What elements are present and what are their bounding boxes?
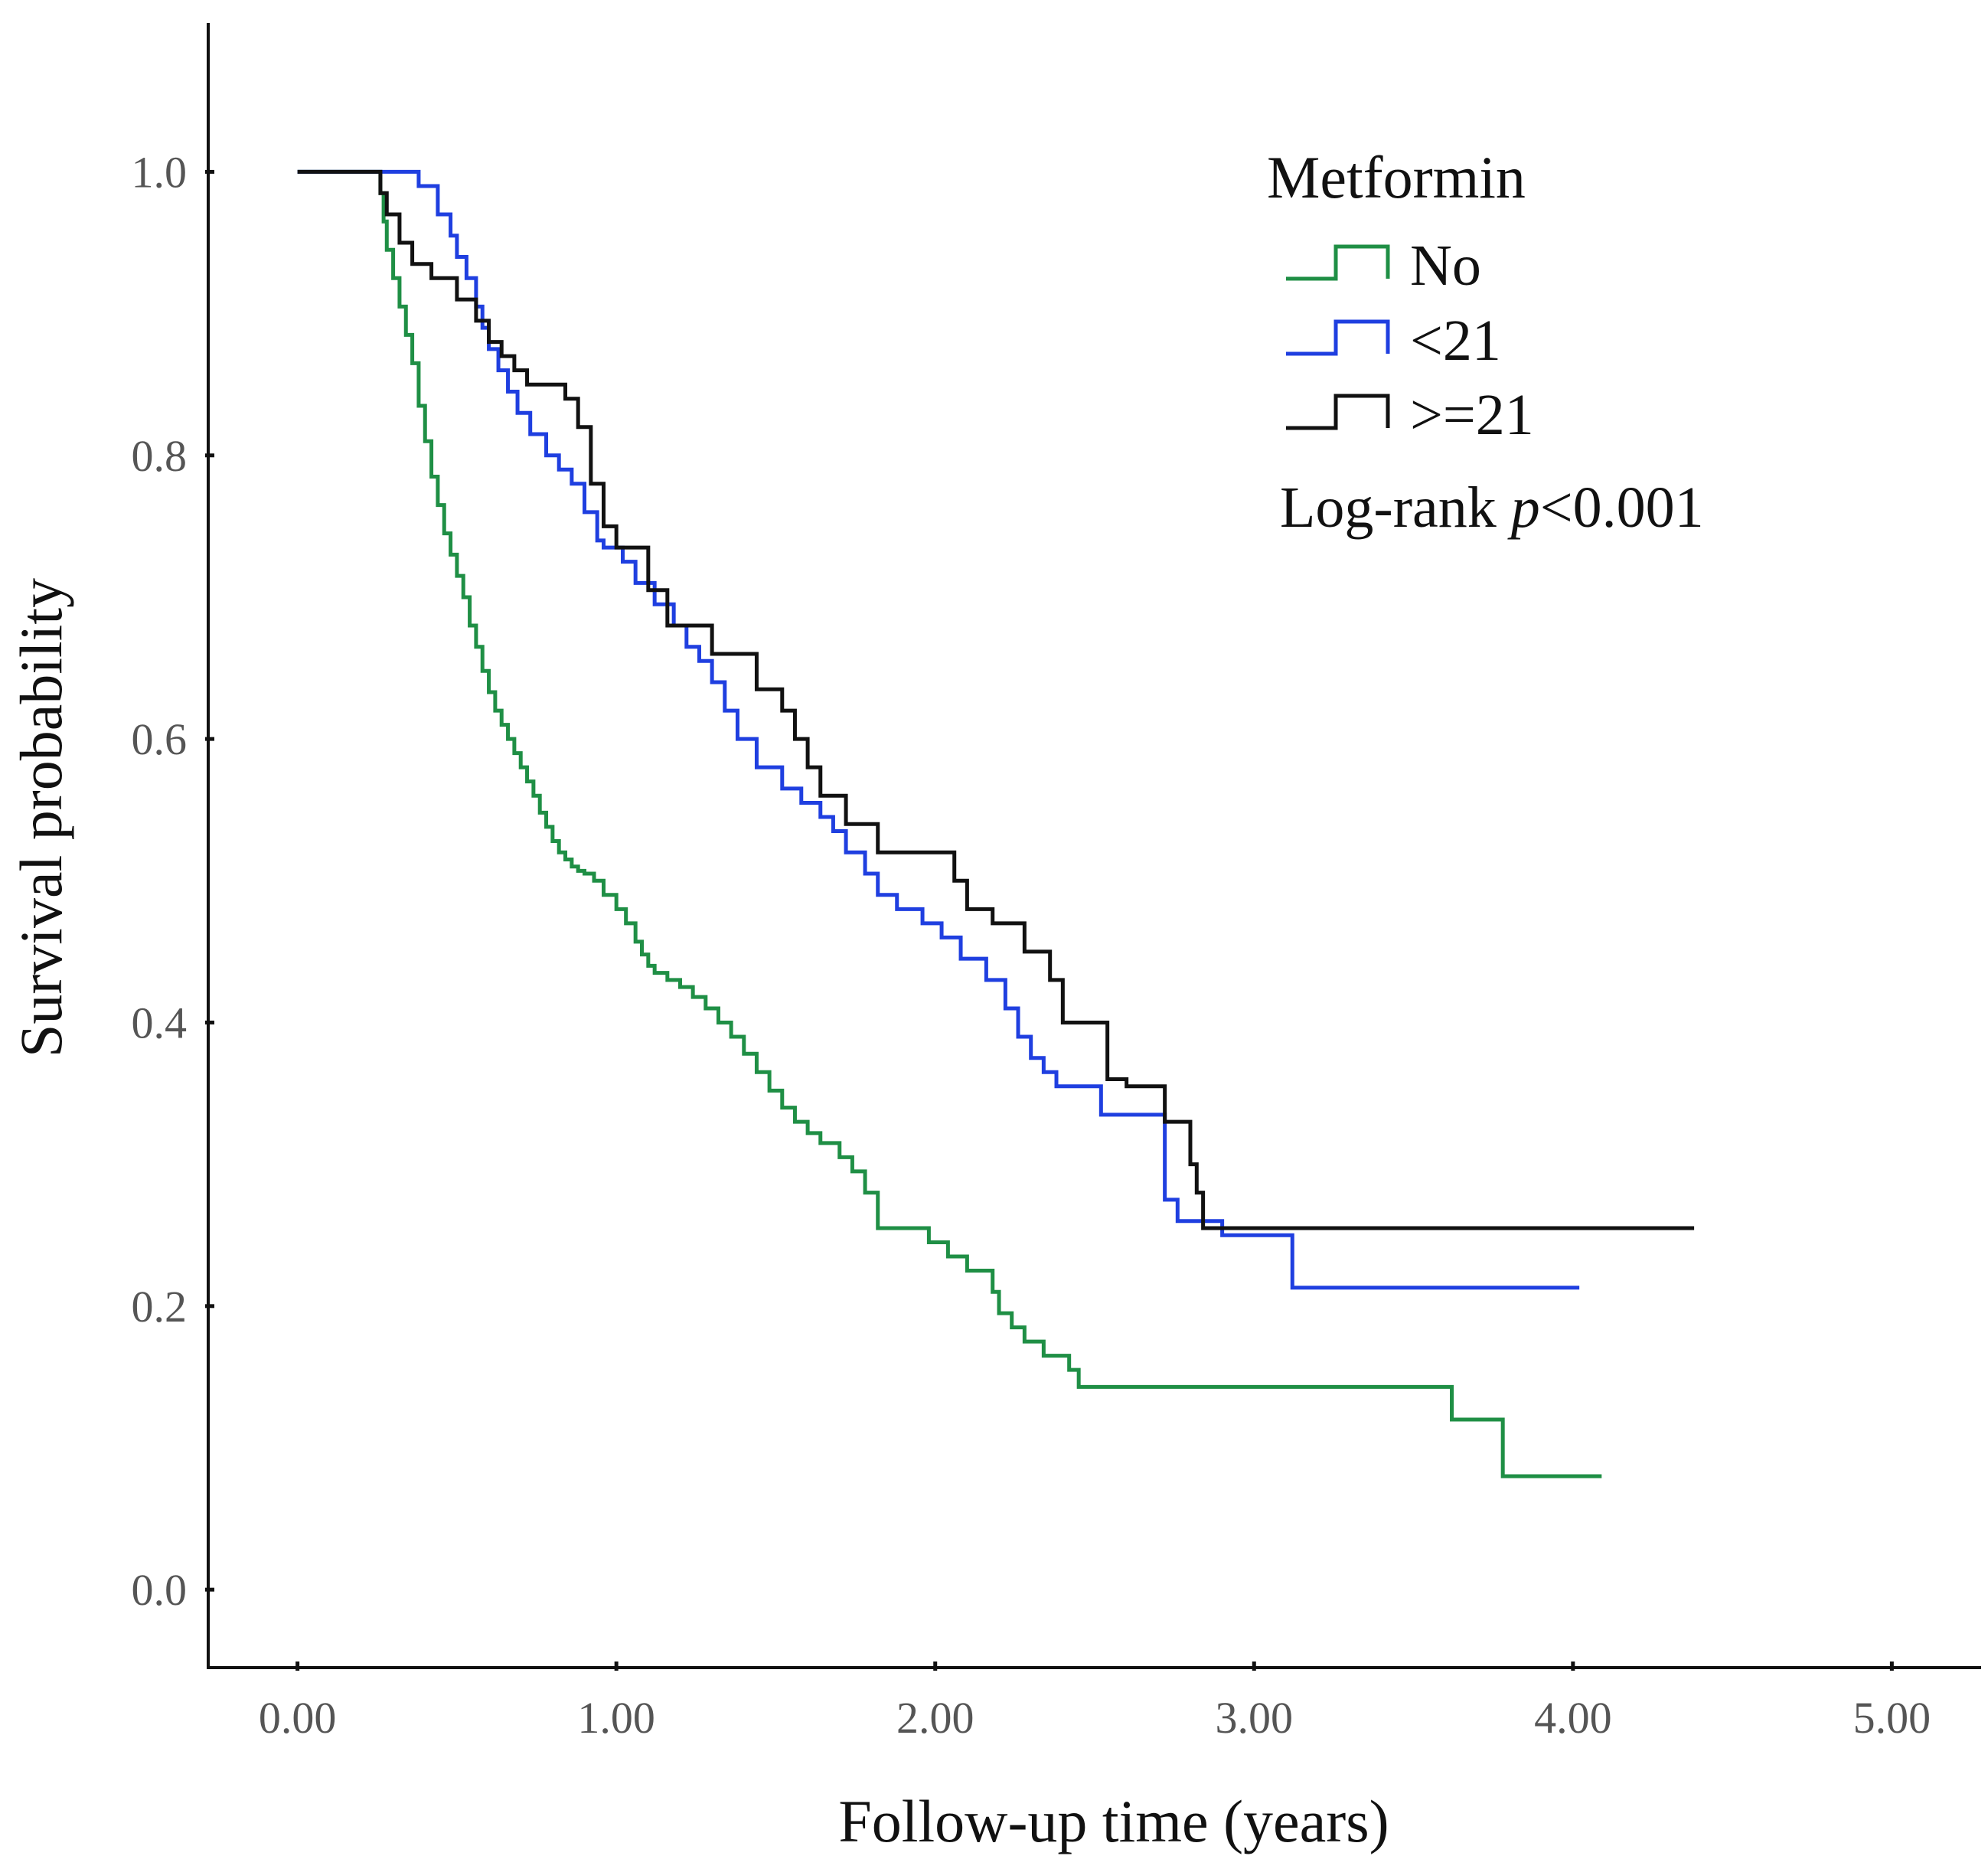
legend-swatch-lt21 xyxy=(1286,319,1390,356)
x-tick-label: 5.00 xyxy=(1853,1693,1931,1743)
x-tick-label: 3.00 xyxy=(1216,1693,1294,1743)
log-rank-annotation: Log-rank p<0.001 xyxy=(1280,475,1704,540)
y-tick-label: 0.8 xyxy=(132,431,188,481)
plot-frame xyxy=(207,23,1981,1669)
legend-label-ge21: >=21 xyxy=(1410,383,1534,447)
log-rank-p-value: <0.001 xyxy=(1540,475,1704,540)
y-tick-label: 0.6 xyxy=(132,714,188,764)
y-tick-label: 0.0 xyxy=(132,1565,188,1615)
legend-swatch-no xyxy=(1286,244,1390,281)
x-tick-label: 4.00 xyxy=(1534,1693,1612,1743)
y-tick-label: 1.0 xyxy=(132,147,188,197)
legend-label-no: No xyxy=(1410,234,1481,298)
survival-curve-no xyxy=(297,169,1602,1479)
x-axis: 0.00 1.00 2.00 3.00 4.00 5.00 xyxy=(259,1662,1931,1743)
log-rank-prefix: Log-rank xyxy=(1280,475,1511,540)
y-axis: 0.0 0.2 0.4 0.6 0.8 1.0 xyxy=(132,147,214,1615)
legend-title: Metformin xyxy=(1267,144,1526,211)
survival-curve-ge21 xyxy=(297,169,1695,1230)
x-axis-title: Follow-up time (years) xyxy=(838,1788,1389,1854)
legend: Metformin No <21 >=21 Log-rank p<0.001 xyxy=(1267,144,1704,540)
y-axis-title: Survival probability xyxy=(8,578,74,1057)
x-tick-label: 2.00 xyxy=(896,1693,974,1743)
y-tick-label: 0.2 xyxy=(132,1282,188,1331)
legend-swatch-ge21 xyxy=(1286,394,1390,430)
survival-curves xyxy=(297,169,1695,1479)
log-rank-p-symbol: p xyxy=(1507,475,1540,540)
x-tick-label: 1.00 xyxy=(577,1693,655,1743)
survival-curve-lt21 xyxy=(297,169,1580,1290)
legend-label-lt21: <21 xyxy=(1410,309,1501,373)
y-tick-label: 0.4 xyxy=(132,998,188,1047)
x-tick-label: 0.00 xyxy=(259,1693,337,1743)
